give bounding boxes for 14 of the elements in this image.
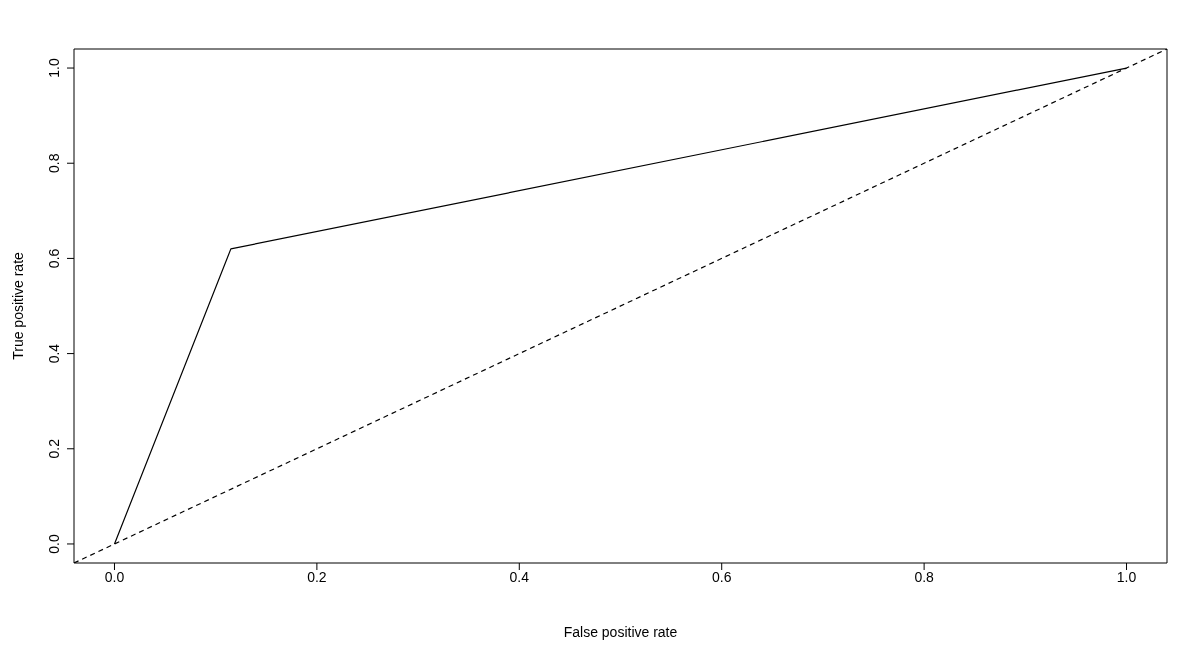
y-tick-label: 0.8	[46, 153, 62, 173]
y-tick-label: 0.6	[46, 248, 62, 269]
x-axis-title: False positive rate	[563, 624, 678, 640]
x-tick-label: 0.0	[104, 568, 125, 585]
x-tick-label: 0.6	[711, 568, 732, 585]
y-tick-label: 0.4	[46, 343, 62, 364]
x-tick-label: 0.4	[509, 568, 530, 585]
x-tick-label: 1.0	[1116, 568, 1137, 585]
y-tick-label: 1.0	[46, 58, 62, 78]
y-axis-title: True positive rate	[10, 251, 26, 360]
x-tick-label: 0.8	[914, 568, 935, 585]
y-tick-label: 0.0	[46, 534, 62, 554]
x-tick-label: 0.2	[307, 568, 327, 585]
y-tick-label: 0.2	[46, 438, 62, 459]
